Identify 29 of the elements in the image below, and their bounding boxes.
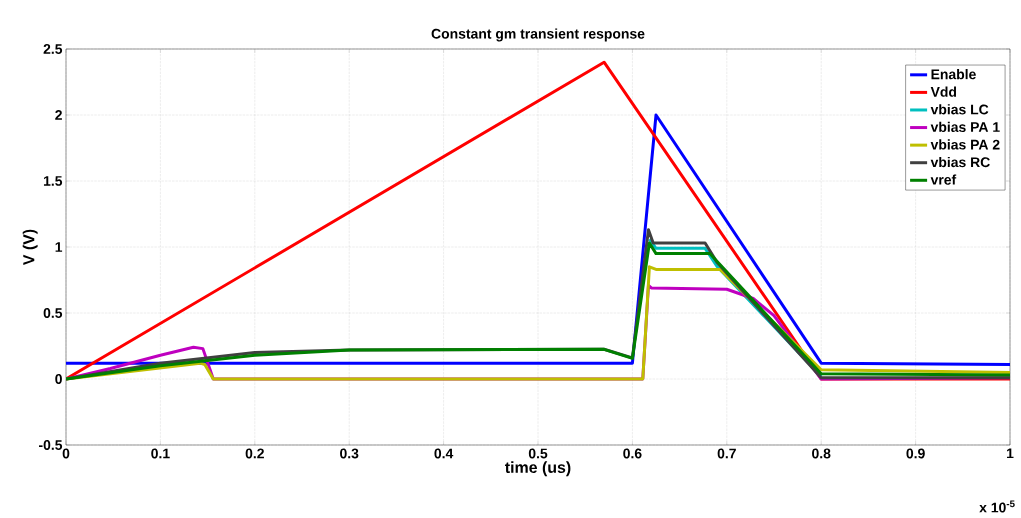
x-tick-label: 0.5 [528, 448, 548, 459]
x-tick-label: 0 [62, 448, 70, 459]
x-tick-label: 0.1 [151, 448, 170, 459]
y-tick-label: 1.5 [43, 176, 63, 186]
text: x 10$^{-5}$ [979, 500, 1015, 513]
y-tick-label: 0.5 [43, 308, 63, 318]
y-tick-label: 2 [55, 110, 62, 120]
legend-label: vref [930, 174, 957, 185]
x-tick-label: 0.2 [245, 448, 264, 459]
x-tick-label: 0.9 [906, 448, 925, 459]
chart-title: Constant gm transient response [431, 28, 645, 42]
x-tick-label: 0.8 [812, 448, 831, 459]
y-tick-label: 0 [55, 374, 62, 384]
x-tick-label: 0.6 [623, 448, 642, 459]
x-axis-title: time (us) [504, 461, 571, 477]
x-tick-label: 1 [1007, 448, 1014, 459]
x-tick-label: 0.4 [434, 448, 454, 459]
y-tick-label: 1 [55, 242, 63, 252]
legend-label: vbias PA 2 [930, 139, 1000, 150]
legend-label: Vdd [930, 86, 957, 97]
legend-label: vbias PA 1 [930, 121, 1000, 132]
y-tick-label: 2.5 [43, 44, 63, 54]
y-tick-label: -0.5 [38, 440, 63, 450]
x-tick-label: 0.3 [340, 448, 359, 459]
legend-label: vbias RC [930, 156, 990, 168]
x-tick-label: 0.7 [717, 448, 736, 459]
y-axis-title: V (V) [22, 229, 38, 266]
legend-label: vbias LC [930, 104, 989, 115]
legend-label: Enable [931, 69, 976, 80]
